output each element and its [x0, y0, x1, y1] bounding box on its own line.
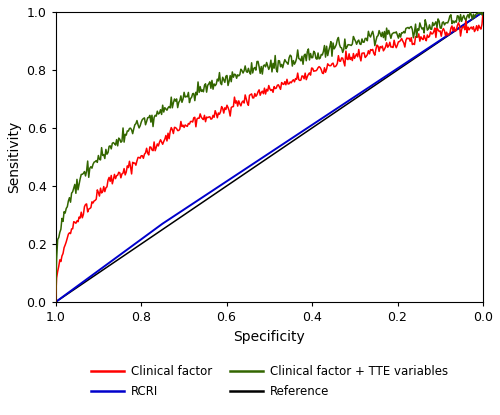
X-axis label: Specificity: Specificity [234, 330, 305, 344]
Y-axis label: Sensitivity: Sensitivity [7, 121, 21, 193]
Legend: Clinical factor, RCRI, Clinical factor + TTE variables, Reference: Clinical factor, RCRI, Clinical factor +… [86, 360, 453, 403]
